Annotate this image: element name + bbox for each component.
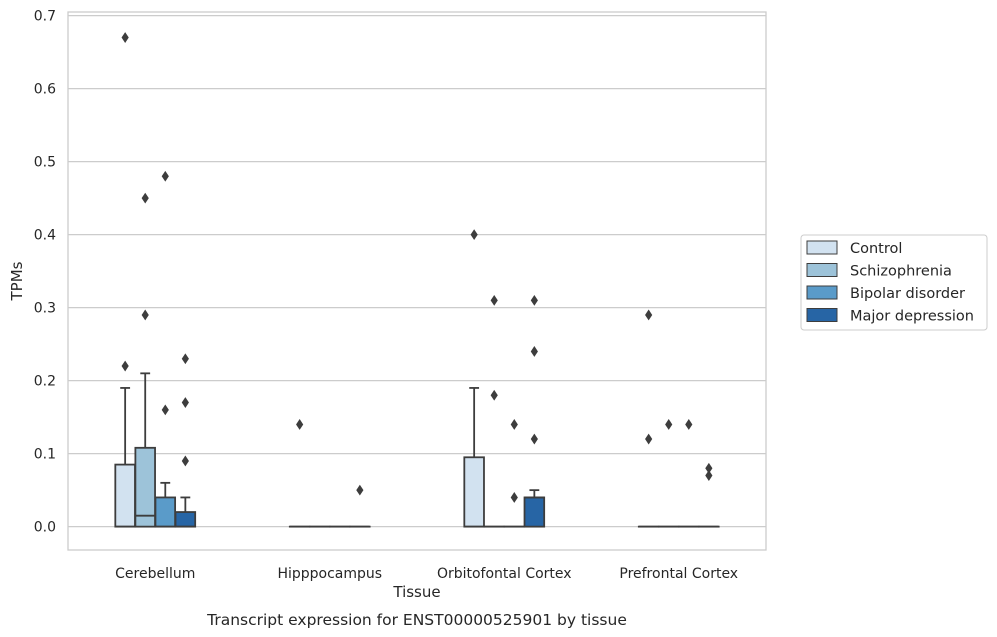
y-tick-label: 0.1 [34,447,56,463]
legend-swatch [806,263,838,277]
x-tick-label: Cerebellum [115,566,195,582]
box-group [483,294,505,528]
y-tick-label: 0.5 [34,155,56,171]
outlier-point [530,346,538,357]
outlier-point [470,229,478,241]
y-tick-label: 0.7 [34,9,56,25]
outlier-point [181,353,189,365]
y-tick-label: 0.0 [34,520,56,536]
box-group [349,484,371,528]
grid-lines [68,15,766,528]
box-group [698,462,720,528]
box-group [523,294,546,528]
box-group [174,353,197,528]
outlier-point [685,419,693,430]
boxes [114,32,720,528]
box-group [288,419,311,528]
outlier-point [705,470,713,481]
y-tick-labels: 0.0 0.1 0.2 0.3 0.4 0.5 0.6 0.7 [34,9,56,536]
outlier-point [161,404,169,416]
outlier-point [490,294,498,306]
box-body [523,496,546,528]
box-body [154,496,177,528]
outlier-point [705,462,713,474]
legend-label: Bipolar disorder [850,286,965,302]
chart-caption: Transcript expression for ENST0000052590… [206,611,627,629]
box-body [463,456,485,528]
legend: Control Schizophrenia Bipolar disorder Majo… [800,234,988,331]
legend-label: Control [850,241,902,257]
y-axis-label: TPMs [8,261,26,301]
y-tick-label: 0.3 [34,301,56,317]
x-tick-label: Orbitofontal Cortex [437,566,572,582]
outlier-point [510,492,518,503]
box-group [678,419,700,528]
x-axis-label: Tissue [392,583,440,601]
box-group [503,419,526,528]
legend-frame [800,234,988,331]
outlier-point [530,294,538,306]
box-group [114,32,136,528]
box-group [657,419,680,528]
box-body [134,446,156,528]
box-group [637,309,660,528]
x-tick-label: Prefrontal Cortex [619,566,738,582]
outlier-point [356,484,364,496]
box-group [134,192,156,528]
box-group [463,229,485,528]
outlier-point [530,433,538,445]
outlier-point [490,389,498,401]
box-body [174,511,197,528]
outlier-point [665,419,673,430]
outlier-point [121,32,129,43]
legend-swatch [806,285,838,300]
legend-swatch [806,308,838,322]
outlier-point [645,309,653,321]
outlier-point [121,360,129,372]
y-tick-label: 0.2 [34,374,56,390]
outlier-point [181,455,189,467]
box-group [154,170,177,528]
x-tick-label: Hipppocampus [277,566,382,582]
box-body [114,463,136,528]
x-tick-labels: Cerebellum Hipppocampus Orbitofontal Corte… [115,566,738,582]
outlier-point [510,419,518,430]
outlier-point [296,419,304,430]
outlier-point [141,192,149,204]
outlier-point [141,309,149,321]
outlier-point [181,397,189,408]
plot-frame [67,11,767,551]
legend-label: Major depression [850,309,974,325]
legend-swatch [806,240,838,255]
legend-label: Schizophrenia [850,264,952,280]
y-tick-label: 0.6 [34,82,56,98]
outlier-point [645,433,653,445]
outlier-point [161,170,169,182]
y-tick-label: 0.4 [34,228,56,244]
